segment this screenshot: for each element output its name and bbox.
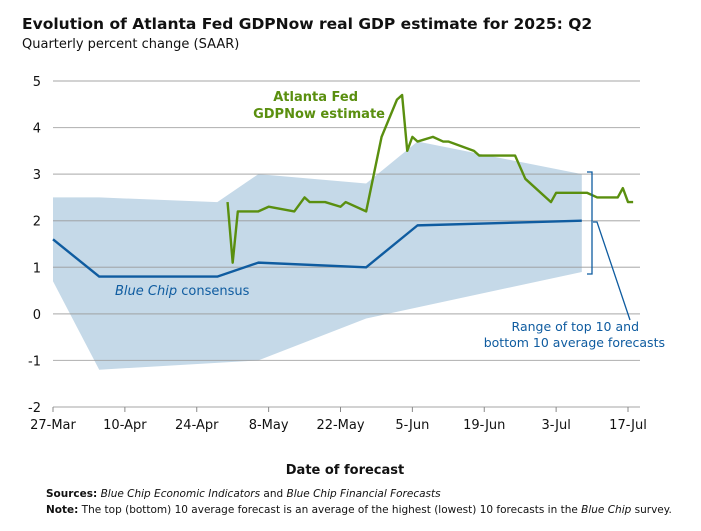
- source-2: Blue Chip Financial Forecasts: [286, 488, 441, 500]
- x-tick-label: 3-Jul: [541, 418, 570, 433]
- bluechip-label-rest: consensus: [177, 284, 249, 299]
- note-label: Note:: [46, 504, 79, 516]
- gdpnow-label-1: Atlanta Fed: [273, 90, 358, 105]
- note-end: survey.: [631, 504, 672, 516]
- note-italic: Blue Chip: [581, 504, 632, 516]
- sources-and: and: [260, 488, 287, 500]
- y-tick-label: 4: [33, 122, 41, 137]
- bluechip-label: Blue Chip consensus: [115, 284, 250, 299]
- y-tick-label: 0: [33, 308, 41, 323]
- range-bracket: [587, 171, 593, 275]
- footnote: Note: The top (bottom) 10 average foreca…: [46, 504, 672, 516]
- x-axis-label: Date of forecast: [285, 463, 405, 478]
- bluechip-label-italic: Blue Chip: [115, 284, 177, 299]
- range-band: [53, 141, 582, 370]
- y-tick-label: 1: [33, 261, 41, 276]
- y-tick-label: -1: [28, 354, 41, 369]
- sources-label: Sources:: [46, 488, 98, 500]
- bluechip-line: [52, 219, 582, 278]
- x-tick-label: 17-Jul: [609, 418, 647, 433]
- gdpnow-label-2: GDPNow estimate: [253, 107, 385, 122]
- x-tick-label: 27-Mar: [30, 418, 76, 433]
- range-label-2: bottom 10 average forecasts: [484, 335, 665, 350]
- y-tick-label: 5: [33, 75, 41, 90]
- range-leader-line: [593, 221, 631, 321]
- x-tick-label: 10-Apr: [103, 418, 147, 433]
- note-text: The top (bottom) 10 average forecast is …: [78, 504, 582, 516]
- x-tick-label: 8-May: [249, 418, 289, 433]
- x-tick-label: 24-Apr: [175, 418, 219, 433]
- plot-area: 5 4 3 2 1 0 -1 -2 27-Mar 10-Apr 24-Apr 8-May 22-May 5…: [28, 75, 665, 433]
- y-tick-label: -2: [28, 401, 41, 416]
- source-1: Blue Chip Economic Indicators: [100, 488, 261, 500]
- y-tick-label: 2: [33, 215, 41, 230]
- x-tick-label: 5-Jun: [395, 418, 429, 433]
- chart-title: Evolution of Atlanta Fed GDPNow real GDP…: [22, 15, 593, 33]
- y-tick-label: 3: [33, 168, 41, 183]
- gdpnow-line: [226, 93, 634, 264]
- x-tick-label: 22-May: [316, 418, 364, 433]
- sources-note: Sources: Blue Chip Economic Indicators a…: [46, 488, 441, 500]
- x-tick-label: 19-Jun: [463, 418, 505, 433]
- range-label-1: Range of top 10 and: [512, 319, 639, 334]
- chart-subtitle: Quarterly percent change (SAAR): [22, 37, 240, 52]
